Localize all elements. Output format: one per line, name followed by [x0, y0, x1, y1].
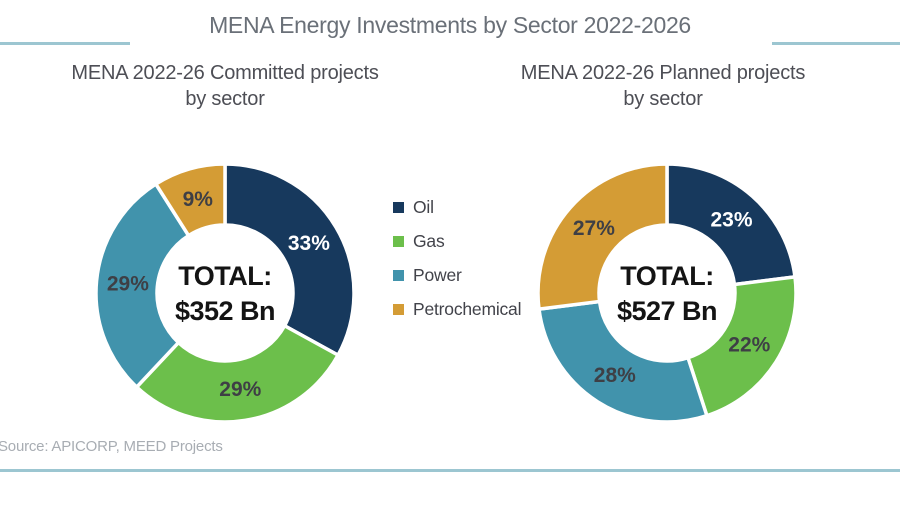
- donut-slice-power: [94, 182, 191, 389]
- planned-chart-title-line1: MENA 2022-26 Planned projects: [520, 62, 806, 84]
- legend-swatch-power: [393, 269, 404, 281]
- slice-value-label-petrochemical: 27%: [573, 217, 615, 240]
- slice-value-label-gas: 22%: [728, 334, 770, 357]
- committed-chart-title: MENA 2022-26 Committed projects by secto…: [45, 60, 405, 112]
- legend-item-gas: Gas: [393, 232, 521, 250]
- legend-item-power: Power: [393, 266, 521, 284]
- legend-label: Petrochemical: [413, 299, 522, 319]
- source-note: Source: APICORP, MEED Projects: [0, 438, 223, 455]
- slice-value-label-oil: 33%: [288, 232, 330, 255]
- legend-swatch-oil: [393, 201, 404, 213]
- donut-center-label: TOTAL:: [178, 261, 271, 291]
- legend-swatch-petrochemical: [393, 303, 404, 315]
- legend-item-oil: Oil: [393, 198, 521, 216]
- donut-svg: 33% 29% 29% 9% TOTAL: $352 Bn: [94, 162, 356, 424]
- slice-value-label-power: 29%: [107, 272, 149, 295]
- donut-slice-gas: [686, 275, 798, 418]
- donut-slice-power: [537, 299, 709, 424]
- legend-item-petrochemical: Petrochemical: [393, 300, 521, 318]
- committed-donut-chart: 33% 29% 29% 9% TOTAL: $352 Bn: [85, 153, 365, 433]
- legend-label: Gas: [413, 231, 445, 251]
- donut-slice-oil: [223, 162, 356, 357]
- committed-chart-title-line2: by sector: [185, 88, 265, 110]
- planned-donut-chart: 23% 22% 28% 27% TOTAL: $527 Bn: [527, 153, 807, 433]
- legend-label: Oil: [413, 197, 434, 217]
- slice-value-label-power: 28%: [594, 364, 636, 387]
- donut-center-value: $527 Bn: [617, 296, 717, 326]
- donut-slice-oil: [665, 162, 797, 287]
- legend-label: Power: [413, 265, 462, 285]
- committed-chart-title-line1: MENA 2022-26 Committed projects: [71, 62, 379, 84]
- donut-svg: 23% 22% 28% 27%TOTAL: $527 Bn: [536, 162, 798, 424]
- sector-legend: Oil Gas Power Petrochemical: [393, 198, 521, 334]
- page-title: MENA Energy Investments by Sector 2022-2…: [209, 12, 691, 38]
- planned-chart-title: MENA 2022-26 Planned projects by sector: [483, 60, 843, 112]
- legend-swatch-gas: [393, 235, 404, 247]
- top-left-accent-line: [0, 42, 130, 45]
- donut-center-value: $352 Bn: [175, 296, 275, 326]
- donut-slice-petrochemical: [154, 162, 227, 238]
- slice-value-label-gas: 29%: [219, 378, 261, 401]
- bottom-accent-line: [0, 469, 900, 472]
- donut-slice-petrochemical: [536, 162, 669, 311]
- planned-chart-title-line2: by sector: [623, 88, 703, 110]
- slice-value-label-oil: 23%: [710, 208, 752, 231]
- top-right-accent-line: [772, 42, 900, 45]
- slice-value-label-petrochemical: 9%: [183, 188, 214, 211]
- donut-slice-gas: [134, 324, 340, 424]
- donut-center-label: TOTAL:: [620, 261, 713, 291]
